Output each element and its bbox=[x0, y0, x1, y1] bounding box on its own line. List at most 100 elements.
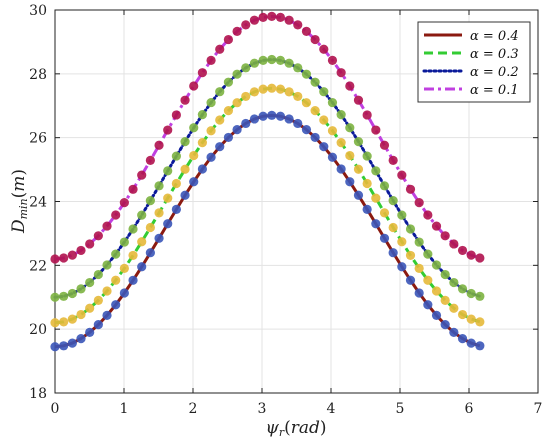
data-point bbox=[449, 239, 459, 249]
data-point bbox=[388, 155, 398, 165]
data-point bbox=[85, 239, 95, 249]
y-tick-label: 24 bbox=[29, 195, 47, 211]
x-axis-label: ψr(rad) bbox=[265, 418, 326, 439]
x-tick-label: 1 bbox=[120, 401, 129, 417]
data-point bbox=[267, 54, 277, 65]
data-point bbox=[241, 63, 251, 73]
series-line-0 bbox=[54, 113, 481, 349]
data-point bbox=[327, 152, 338, 162]
data-point bbox=[414, 237, 424, 247]
data-point bbox=[371, 125, 381, 135]
data-point bbox=[353, 190, 364, 200]
data-point bbox=[405, 224, 416, 234]
data-point bbox=[345, 123, 355, 133]
data-point bbox=[128, 275, 138, 285]
data-point bbox=[319, 87, 329, 97]
data-point bbox=[102, 286, 112, 296]
data-point bbox=[189, 150, 199, 161]
data-point bbox=[163, 125, 173, 135]
data-point bbox=[223, 77, 234, 87]
data-point bbox=[475, 317, 485, 327]
data-point bbox=[215, 87, 225, 97]
data-point bbox=[189, 81, 199, 91]
data-point bbox=[431, 286, 442, 296]
series-layer bbox=[50, 11, 485, 352]
data-point bbox=[137, 237, 147, 247]
svg-text:Dmin(m): Dmin(m) bbox=[9, 169, 30, 234]
x-tick-label: 7 bbox=[534, 401, 543, 417]
data-point bbox=[457, 309, 468, 320]
legend: α = 0.4 α = 0.3 α = 0.2 α = 0.1 bbox=[417, 21, 531, 103]
series-markers-0 bbox=[50, 110, 485, 352]
data-point bbox=[379, 181, 390, 191]
data-point bbox=[293, 118, 303, 129]
data-point bbox=[76, 334, 86, 344]
data-point bbox=[284, 15, 294, 25]
data-point bbox=[310, 106, 320, 116]
data-point bbox=[180, 164, 190, 174]
data-point bbox=[50, 292, 60, 302]
data-point bbox=[423, 210, 433, 220]
data-point bbox=[267, 83, 277, 93]
data-point bbox=[371, 166, 381, 176]
data-point bbox=[388, 248, 398, 258]
data-point bbox=[111, 249, 121, 259]
y-tick-label: 26 bbox=[29, 131, 47, 147]
data-point bbox=[405, 250, 416, 261]
data-point bbox=[258, 12, 268, 22]
data-point bbox=[301, 69, 312, 79]
data-point bbox=[423, 300, 433, 310]
data-point bbox=[397, 170, 407, 180]
data-point bbox=[59, 317, 69, 327]
data-point bbox=[431, 260, 442, 270]
data-point bbox=[414, 198, 424, 208]
y-axis: 18 20 22 24 26 28 30 bbox=[29, 3, 538, 402]
x-tick-label: 0 bbox=[51, 401, 60, 417]
data-point bbox=[76, 284, 86, 294]
data-point bbox=[284, 114, 294, 124]
data-point bbox=[397, 237, 407, 247]
data-point bbox=[258, 84, 268, 94]
data-point bbox=[345, 81, 355, 91]
series-markers-3 bbox=[50, 11, 485, 264]
data-point bbox=[336, 110, 346, 120]
data-point bbox=[449, 277, 459, 288]
data-point bbox=[111, 210, 121, 220]
data-point bbox=[206, 55, 216, 65]
data-point bbox=[206, 126, 216, 136]
data-point bbox=[466, 338, 476, 348]
data-point bbox=[379, 233, 390, 243]
data-point bbox=[145, 155, 155, 165]
data-point bbox=[102, 260, 112, 270]
data-point bbox=[163, 219, 173, 229]
data-point bbox=[50, 318, 60, 328]
data-point bbox=[336, 164, 346, 174]
y-tick-label: 28 bbox=[29, 67, 47, 83]
data-point bbox=[362, 151, 372, 161]
data-point bbox=[163, 166, 173, 176]
data-point bbox=[137, 262, 147, 272]
data-point bbox=[440, 269, 450, 280]
data-point bbox=[466, 288, 476, 299]
data-point bbox=[59, 253, 69, 263]
data-point bbox=[336, 68, 346, 78]
data-point bbox=[431, 310, 442, 320]
data-point bbox=[180, 137, 190, 147]
x-tick-label: 3 bbox=[258, 401, 267, 417]
data-point bbox=[50, 254, 60, 264]
data-point bbox=[93, 320, 103, 330]
data-point bbox=[119, 288, 129, 298]
data-point bbox=[223, 106, 234, 116]
data-point bbox=[119, 237, 129, 247]
data-point bbox=[85, 303, 95, 313]
data-point bbox=[197, 138, 207, 148]
data-point bbox=[353, 164, 364, 174]
data-point bbox=[119, 263, 129, 273]
data-point bbox=[457, 245, 468, 256]
data-point bbox=[145, 222, 155, 233]
y-tick-label: 18 bbox=[29, 386, 47, 402]
data-point bbox=[85, 327, 95, 338]
data-point bbox=[440, 295, 450, 305]
data-point bbox=[275, 111, 286, 121]
data-point bbox=[362, 204, 372, 214]
